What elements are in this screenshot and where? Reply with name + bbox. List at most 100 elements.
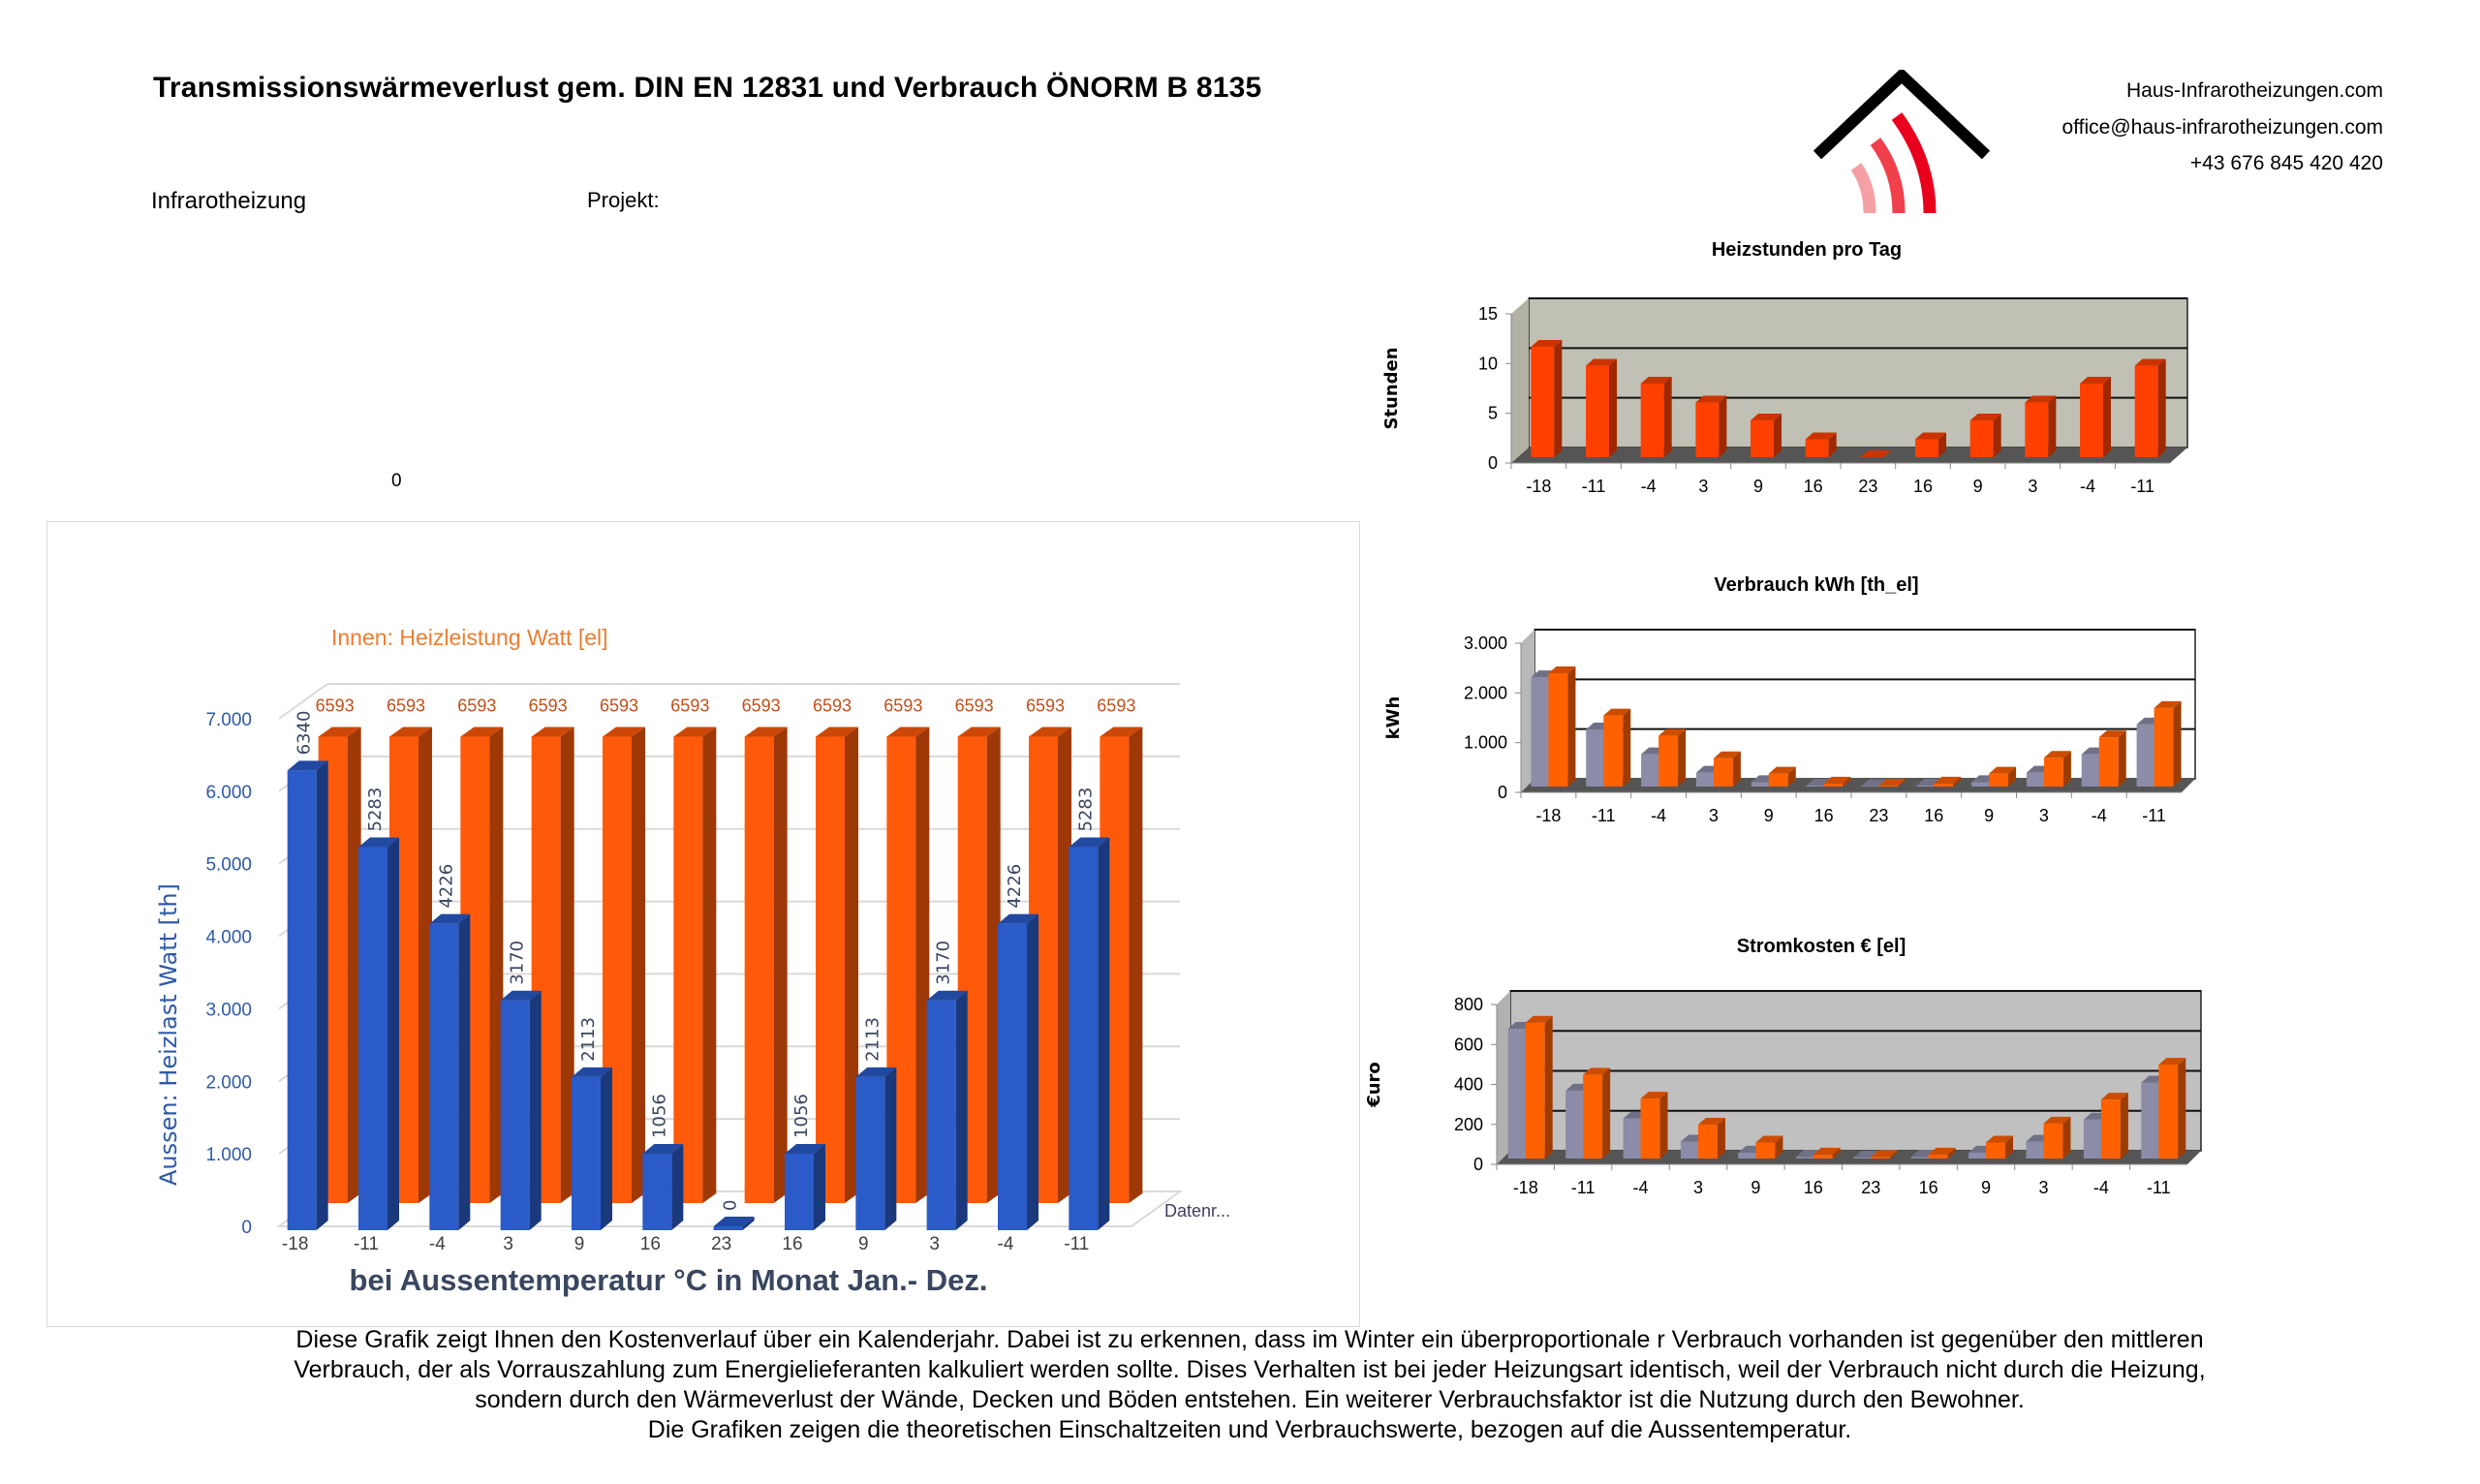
data-label-aussen: 5283	[365, 788, 386, 832]
bar-front	[2026, 772, 2046, 787]
bar-side	[1717, 1117, 1725, 1159]
bar-front	[1603, 715, 1624, 787]
bar-front	[500, 1000, 530, 1230]
bar-el	[2154, 700, 2182, 787]
x-tick-label: 3	[503, 1234, 513, 1254]
bar-top	[358, 837, 399, 848]
data-label-aussen: 1056	[791, 1094, 812, 1138]
main-chart: Innen: Heizleistung Watt [el] 0 1.000 2.000…	[155, 625, 1230, 1297]
bar-top	[2025, 395, 2057, 403]
bar-front	[2154, 707, 2174, 787]
bar-top	[1751, 414, 1782, 421]
bar-side	[742, 1217, 755, 1230]
bar-front	[1623, 1118, 1643, 1159]
contact-email[interactable]: office@haus-infrarotheizungen.com	[2062, 116, 2383, 139]
x-tick-label: -18	[1526, 477, 1551, 496]
bar-aussen	[926, 990, 968, 1230]
y-tick-label: 600	[1454, 1035, 1483, 1054]
bar-side	[1098, 837, 1110, 1230]
bar-top	[1697, 1117, 1725, 1125]
y-tick-label: 10	[1478, 354, 1498, 373]
x-tick-label: 3	[2038, 1178, 2048, 1197]
y-tick-label: 0	[1498, 783, 1507, 802]
bar-el	[1525, 1015, 1553, 1159]
bar-side	[1787, 766, 1796, 787]
bar-front	[1507, 1028, 1528, 1159]
bar-top	[2154, 700, 2182, 708]
x-tick-label: 23	[1858, 477, 1877, 496]
x-tick-label: -4	[1651, 806, 1666, 825]
bar-side	[1623, 708, 1631, 787]
bar-front	[1738, 1152, 1758, 1159]
bar-heizstunden	[2025, 395, 2057, 457]
bar-front	[642, 1153, 672, 1230]
bar-front	[2025, 402, 2049, 457]
bar-front	[816, 736, 845, 1203]
data-label-innen: 6593	[1026, 696, 1065, 715]
bar-front	[1928, 1154, 1948, 1159]
bar-front	[1751, 420, 1774, 457]
x-tick-label: -11	[2147, 1178, 2171, 1197]
bar-front	[713, 1226, 743, 1230]
bar-front	[1916, 785, 1937, 787]
bar-top	[1860, 450, 1892, 457]
bar-top	[1531, 340, 1563, 348]
contact-website[interactable]: Haus-Infrarotheizungen.com	[2126, 79, 2383, 102]
chart-title: Innen: Heizleistung Watt [el]	[331, 625, 608, 650]
x-tick-label: 16	[1924, 806, 1943, 825]
y-tick-label: 3.000	[205, 1000, 252, 1020]
bar-side	[773, 727, 788, 1203]
bar-side	[1027, 913, 1038, 1230]
bar-top	[673, 727, 717, 737]
bar-aussen	[358, 837, 399, 1230]
bar-front	[1525, 1022, 1545, 1159]
data-label-innen: 6593	[1097, 696, 1135, 715]
bar-side	[671, 1143, 684, 1230]
bar-side	[955, 990, 968, 1230]
x-tick-label: -4	[998, 1234, 1014, 1254]
bar-side	[1129, 727, 1143, 1203]
x-tick-label: 9	[1751, 1178, 1760, 1197]
bar-side	[1775, 1135, 1783, 1159]
bar-side	[316, 760, 328, 1230]
y-tick-label: 5	[1488, 404, 1498, 423]
bar-front	[1969, 420, 1994, 457]
bar-side	[2008, 766, 2017, 787]
logo-wave-2	[1870, 138, 1906, 214]
data-label-innen: 6593	[316, 696, 355, 715]
data-label-aussen: 2113	[578, 1017, 599, 1062]
data-label-innen: 6593	[529, 696, 568, 715]
x-tick-label: -11	[1064, 1234, 1089, 1254]
y-tick-label: 0	[1473, 1155, 1483, 1174]
bar-side	[1554, 340, 1563, 457]
bar-heizstunden	[1531, 340, 1563, 457]
bar-el	[1823, 776, 1851, 787]
y-tick-label: 2.000	[205, 1072, 252, 1093]
bar-el	[2043, 1116, 2071, 1159]
y-tick-label: 0	[1488, 453, 1498, 473]
data-label-aussen: 5283	[1075, 788, 1096, 832]
x-tick-label: -11	[2142, 806, 2166, 825]
bar-side	[1953, 776, 1962, 787]
x-tick-label: -4	[2092, 806, 2107, 825]
bar-heizstunden	[1640, 377, 1672, 457]
bar-top	[389, 727, 432, 737]
bar-el	[1986, 1135, 2014, 1159]
house-heat-waves-icon	[1813, 70, 1991, 214]
bar-front	[2158, 1065, 2179, 1159]
y-tick-label: 5.000	[205, 855, 252, 876]
bar-heizstunden	[1586, 358, 1617, 457]
bar-front	[2043, 757, 2063, 787]
bar-front	[1658, 735, 1679, 787]
bar-front	[2080, 384, 2103, 457]
x-tick-label: 16	[640, 1234, 661, 1254]
bar-top	[957, 727, 1001, 737]
bar-top	[1989, 766, 2017, 774]
footer-line: sondern durch den Wärmeverlust der Wände…	[475, 1386, 2025, 1413]
bar-el	[1640, 1092, 1668, 1159]
bar-top	[1768, 766, 1796, 774]
bar-front	[998, 923, 1027, 1230]
bar-heizstunden	[1751, 414, 1782, 457]
y-tick-label: 6.000	[205, 783, 252, 803]
bar-front	[1910, 1157, 1931, 1159]
